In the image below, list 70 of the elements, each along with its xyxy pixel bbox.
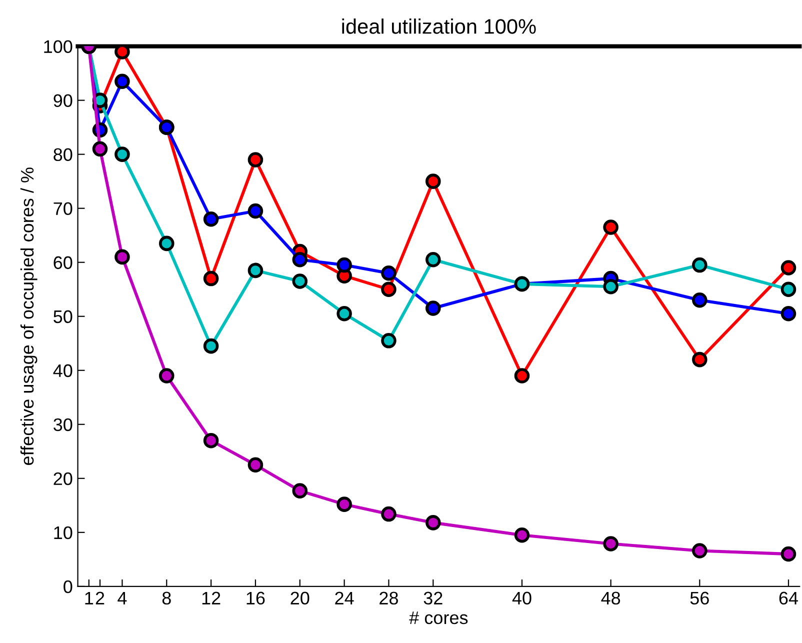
point (336, 257, 352, 273)
point (292, 483, 308, 498)
x-tick-label: 48 (601, 592, 620, 605)
point (114, 46, 130, 60)
point (381, 506, 396, 522)
point (426, 174, 441, 189)
point (248, 152, 264, 168)
point (426, 252, 441, 268)
y-tick-label: 40 (53, 364, 72, 378)
x-tick-label: 20 (290, 592, 310, 605)
point (114, 146, 130, 162)
y-tick-label: 0 (64, 580, 72, 594)
point (203, 211, 219, 227)
ref-line-label: ideal utilization 100% (342, 18, 536, 34)
point (92, 141, 108, 157)
x-tick-label: 64 (779, 592, 798, 605)
point (336, 306, 352, 322)
point (292, 274, 308, 289)
y-tick-label: 30 (54, 418, 72, 432)
x-tick-label: 32 (424, 592, 442, 605)
point (780, 546, 796, 562)
x-tick-label: 4 (118, 592, 127, 604)
point (603, 536, 618, 552)
point (603, 220, 618, 235)
point (203, 270, 219, 286)
point (381, 282, 396, 297)
y-tick-label: 60 (54, 256, 72, 270)
point (514, 368, 530, 384)
point (158, 236, 174, 252)
point (381, 333, 396, 348)
point (292, 252, 308, 268)
y-axis-title: effective usage of occupied cores / % (20, 168, 38, 465)
point (426, 515, 441, 530)
x-tick-label: 24 (335, 592, 354, 604)
y-tick-label: 20 (54, 472, 72, 486)
point (158, 368, 174, 384)
x-tick-label: 28 (380, 592, 398, 605)
x-tick-label: 2 (96, 592, 104, 604)
point (114, 249, 130, 265)
x-tick-label: 56 (690, 592, 709, 605)
x-tick-label: 16 (246, 592, 265, 605)
x-tick-label: 8 (162, 592, 171, 605)
x-tick-label: 1 (85, 592, 94, 604)
point (692, 543, 708, 558)
point (203, 338, 219, 354)
point (248, 457, 264, 473)
point (780, 260, 796, 276)
point (114, 74, 130, 90)
point (203, 432, 219, 448)
y-tick-label: 70 (54, 202, 72, 216)
point (381, 266, 396, 281)
point (603, 279, 618, 294)
x-axis-title: # cores (409, 612, 468, 624)
point (248, 262, 264, 278)
point (780, 282, 796, 297)
y-tick-label: 100 (44, 40, 72, 54)
x-tick-label: 12 (202, 592, 220, 604)
y-tick-label: 90 (54, 94, 72, 108)
point (692, 352, 708, 368)
point (514, 527, 530, 543)
point (426, 300, 441, 316)
y-tick-label: 50 (54, 310, 72, 324)
x-tick-label: 40 (512, 592, 532, 605)
point (248, 203, 264, 219)
point (692, 257, 708, 273)
point (692, 292, 708, 308)
y-tick-label: 10 (54, 526, 72, 540)
y-tick-label: 80 (54, 148, 72, 162)
point (336, 496, 352, 512)
point (780, 306, 796, 322)
